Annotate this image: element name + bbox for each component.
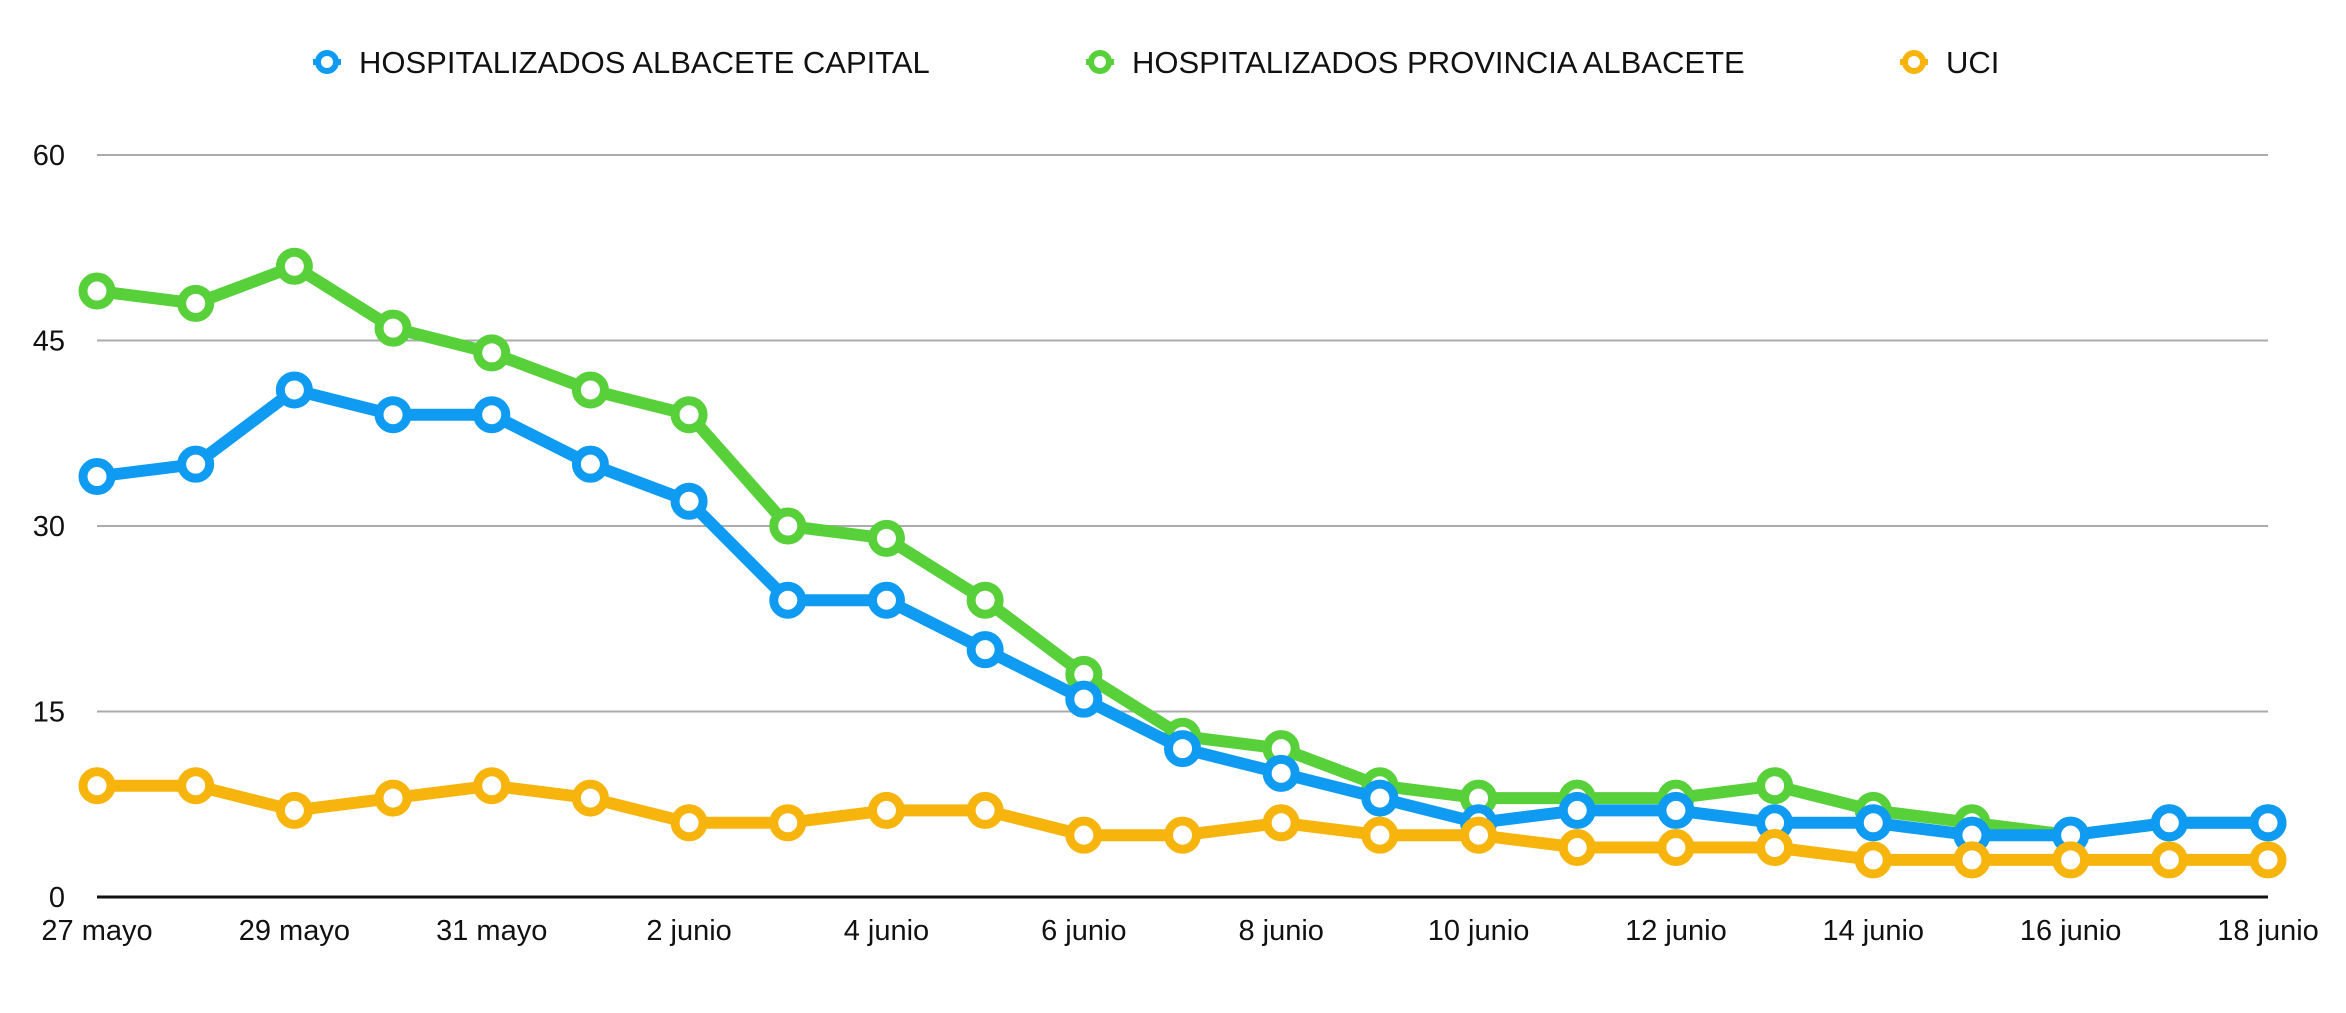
data-point bbox=[1854, 804, 1892, 842]
data-point bbox=[670, 482, 708, 520]
series-2 bbox=[78, 371, 2287, 854]
data-point bbox=[275, 791, 313, 829]
data-point bbox=[78, 272, 116, 310]
data-point bbox=[275, 247, 313, 285]
x-tick-label: 10 junio bbox=[1428, 915, 1530, 947]
legend-label: HOSPITALIZADOS PROVINCIA ALBACETE bbox=[1132, 45, 1745, 80]
data-point bbox=[670, 396, 708, 434]
data-point bbox=[78, 458, 116, 496]
data-point bbox=[769, 581, 807, 619]
data-point bbox=[1756, 829, 1794, 867]
data-point bbox=[1558, 829, 1596, 867]
x-tick-label: 6 junio bbox=[1041, 915, 1126, 947]
y-tick-label: 45 bbox=[33, 326, 65, 358]
x-tick-label: 14 junio bbox=[1822, 915, 1924, 947]
data-point bbox=[571, 779, 609, 817]
series-3 bbox=[78, 767, 2287, 879]
legend: HOSPITALIZADOS ALBACETE CAPITAL HOSPITALI… bbox=[313, 45, 1999, 80]
data-point bbox=[2249, 841, 2287, 879]
y-tick-label: 0 bbox=[49, 882, 65, 914]
x-tick-label: 2 junio bbox=[646, 915, 731, 947]
legend-marker bbox=[1902, 50, 1926, 74]
data-series bbox=[78, 247, 2287, 879]
data-point bbox=[473, 767, 511, 805]
data-point bbox=[1657, 829, 1695, 867]
data-point bbox=[966, 791, 1004, 829]
grid-lines bbox=[97, 154, 2268, 713]
data-point bbox=[374, 779, 412, 817]
data-point bbox=[769, 507, 807, 545]
data-point bbox=[374, 309, 412, 347]
legend-item: HOSPITALIZADOS PROVINCIA ALBACETE bbox=[1086, 45, 1745, 80]
data-point bbox=[1361, 816, 1399, 854]
data-point bbox=[571, 445, 609, 483]
data-point bbox=[1854, 841, 1892, 879]
data-point bbox=[1164, 816, 1201, 854]
x-tick-label: 4 junio bbox=[844, 915, 929, 947]
data-point bbox=[1164, 730, 1201, 768]
data-point bbox=[966, 581, 1004, 619]
data-point bbox=[1262, 754, 1300, 792]
x-tick-label: 27 mayo bbox=[41, 915, 152, 947]
data-point bbox=[2052, 841, 2090, 879]
data-point bbox=[1065, 816, 1103, 854]
data-point bbox=[769, 804, 807, 842]
y-axis-tick-labels: 0 15 30 45 60 bbox=[33, 140, 65, 914]
data-point bbox=[1460, 816, 1498, 854]
x-tick-label: 12 junio bbox=[1625, 915, 1727, 947]
x-tick-label: 8 junio bbox=[1238, 915, 1323, 947]
data-point bbox=[374, 396, 412, 434]
data-point bbox=[275, 371, 313, 409]
x-tick-label: 18 junio bbox=[2217, 915, 2319, 947]
y-tick-label: 15 bbox=[33, 697, 65, 729]
data-point bbox=[670, 804, 708, 842]
data-point bbox=[473, 334, 511, 372]
data-point bbox=[1558, 791, 1596, 829]
series-line bbox=[91, 384, 2274, 842]
legend-marker bbox=[1088, 50, 1112, 74]
legend-marker bbox=[315, 50, 339, 74]
data-point bbox=[78, 767, 116, 805]
data-point bbox=[1657, 791, 1695, 829]
legend-label: UCI bbox=[1946, 45, 1999, 80]
data-point bbox=[473, 396, 511, 434]
data-point bbox=[966, 631, 1004, 669]
x-axis-tick-labels: 27 mayo 29 mayo 31 mayo 2 junio 4 junio 6 jun… bbox=[41, 915, 2318, 947]
data-point bbox=[177, 767, 215, 805]
y-tick-label: 60 bbox=[33, 140, 65, 172]
data-point bbox=[1756, 767, 1794, 805]
data-point bbox=[2150, 841, 2188, 879]
y-tick-label: 30 bbox=[33, 511, 65, 543]
data-point bbox=[1361, 779, 1399, 817]
legend-label: HOSPITALIZADOS ALBACETE CAPITAL bbox=[359, 45, 930, 80]
legend-item: UCI bbox=[1900, 45, 1999, 80]
data-point bbox=[867, 519, 905, 557]
x-tick-label: 16 junio bbox=[2020, 915, 2122, 947]
data-point bbox=[1262, 804, 1300, 842]
x-tick-label: 31 mayo bbox=[436, 915, 547, 947]
data-point bbox=[177, 284, 215, 322]
data-point bbox=[867, 581, 905, 619]
data-point bbox=[571, 371, 609, 409]
data-point bbox=[2150, 804, 2188, 842]
data-point bbox=[2249, 804, 2287, 842]
legend-item: HOSPITALIZADOS ALBACETE CAPITAL bbox=[313, 45, 930, 80]
data-point bbox=[1953, 841, 1991, 879]
data-point bbox=[177, 445, 215, 483]
data-point bbox=[1065, 680, 1103, 718]
data-point bbox=[867, 791, 905, 829]
x-tick-label: 29 mayo bbox=[239, 915, 350, 947]
